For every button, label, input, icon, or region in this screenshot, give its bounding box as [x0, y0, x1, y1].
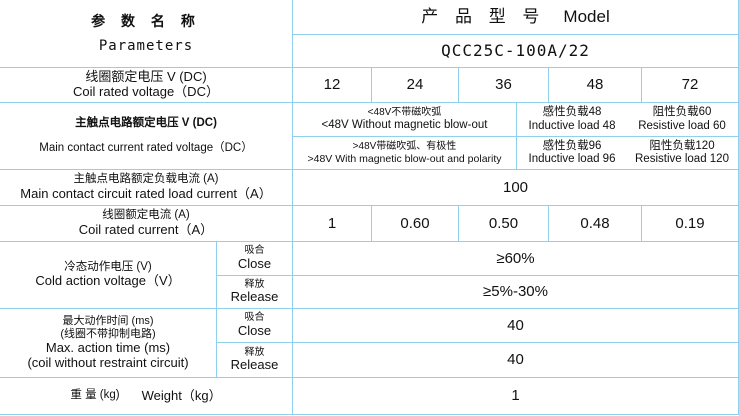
main-voltage-high-desc: >48V带磁吹弧、有极性 >48V With magnetic blow-out…: [292, 136, 517, 170]
weight-value: 1: [292, 377, 739, 415]
cold-release-value: ≥5%-30%: [292, 275, 739, 309]
label-cn: 主触点电路额定负载电流 (A): [73, 173, 219, 186]
label-cn: 冷态动作电压 (V): [64, 260, 152, 273]
load-current-value: 100: [292, 169, 739, 206]
label-cn-note: (线圈不带抑制电路): [60, 328, 156, 341]
label-en-note: (coil without restraint circuit): [27, 354, 189, 370]
coil-voltage-value: 72: [641, 67, 739, 103]
cold-close-label: 吸合 Close: [216, 241, 293, 276]
label-en: Max. action time (ms): [45, 339, 171, 355]
desc-en: >48V With magnetic blow-out and polarity: [307, 152, 502, 165]
coil-current-value: 0.48: [548, 205, 642, 242]
label-en: Coil rated current（A）: [78, 221, 214, 237]
model-cn: 产 品 型 号: [421, 7, 546, 27]
desc-cn: <48V不带磁吹弧: [367, 107, 442, 119]
label-cn: 主触点电路额定电压 V (DC): [75, 116, 217, 129]
coil-current-label: 线圈额定电流 (A) Coil rated current（A）: [0, 205, 293, 242]
coil-current-value: 0.19: [641, 205, 739, 242]
inductive-load-48: 感性负载48 Inductive load 48: [516, 102, 627, 137]
time-release-label: 释放 Release: [216, 342, 293, 378]
res-en: Resistive load 60: [638, 119, 726, 132]
time-close-label: 吸合 Close: [216, 308, 293, 343]
ind-en: Inductive load 48: [528, 119, 616, 132]
release-en: Release: [230, 357, 279, 373]
label-cn: 最大动作时间 (ms): [62, 315, 154, 328]
release-en: Release: [230, 289, 279, 305]
cold-action-label: 冷态动作电压 (V) Cold action voltage（V）: [0, 241, 217, 309]
resistive-load-60: 阻性负载60 Resistive load 60: [626, 102, 739, 137]
desc-cn: >48V带磁吹弧、有极性: [352, 141, 457, 153]
model-value: QCC25C-100A/22: [292, 34, 739, 68]
close-en: Close: [237, 255, 272, 271]
ind-en: Inductive load 96: [528, 153, 616, 165]
close-en: Close: [237, 322, 272, 338]
inductive-load-96: 感性负载96 Inductive load 96: [516, 136, 627, 170]
time-close-value: 40: [292, 308, 739, 343]
label-cn: 线圈额定电压 V (DC): [85, 69, 207, 85]
main-voltage-low-desc: <48V不带磁吹弧 <48V Without magnetic blow-out: [292, 102, 517, 137]
coil-voltage-value: 12: [292, 67, 372, 103]
label-cn: 线圈额定电流 (A): [102, 209, 190, 222]
release-cn: 释放: [244, 346, 265, 358]
time-release-value: 40: [292, 342, 739, 378]
model-en: Model: [563, 7, 610, 27]
label-en: Main contact current rated voltage（DC）: [39, 142, 253, 154]
param-cn: 参 数 名 称: [91, 13, 201, 30]
label-en: Main contact circuit rated load current（…: [20, 185, 272, 201]
close-cn: 吸合: [244, 245, 265, 257]
label-en: Coil rated voltage（DC）: [73, 84, 219, 99]
weight-label: 重 量 (kg) Weight（kg）: [0, 377, 293, 415]
cold-close-value: ≥60%: [292, 241, 739, 276]
release-cn: 释放: [244, 278, 265, 290]
cold-release-label: 释放 Release: [216, 275, 293, 309]
coil-current-value: 1: [292, 205, 372, 242]
coil-voltage-value: 36: [458, 67, 549, 103]
label-en: Cold action voltage（V）: [35, 273, 181, 289]
desc-en: <48V Without magnetic blow-out: [321, 118, 488, 131]
resistive-load-120: 阻性负载120 Resistive load 120: [626, 136, 739, 170]
coil-current-value: 0.50: [458, 205, 549, 242]
ind-cn: 感性负载48: [542, 106, 602, 119]
label-cn: 重 量 (kg): [70, 389, 120, 402]
load-current-label: 主触点电路额定负载电流 (A) Main contact circuit rat…: [0, 169, 293, 206]
coil-voltage-label: 线圈额定电压 V (DC) Coil rated voltage（DC）: [0, 67, 293, 103]
coil-voltage-value: 24: [371, 67, 459, 103]
res-cn: 阻性负载120: [649, 139, 715, 152]
model-header: 产 品 型 号 Model: [292, 0, 739, 35]
close-cn: 吸合: [244, 312, 265, 324]
label-en: Weight（kg）: [141, 387, 222, 403]
res-en: Resistive load 120: [635, 153, 729, 165]
main-voltage-label: 主触点电路额定电压 V (DC) Main contact current ra…: [0, 102, 293, 170]
param-en: Parameters: [98, 37, 194, 54]
coil-current-value: 0.60: [371, 205, 459, 242]
max-time-label: 最大动作时间 (ms) (线圈不带抑制电路) Max. action time …: [0, 308, 217, 378]
coil-voltage-value: 48: [548, 67, 642, 103]
parameters-header: 参 数 名 称 Parameters: [0, 0, 293, 68]
ind-cn: 感性负载96: [542, 139, 602, 152]
res-cn: 阻性负载60: [652, 106, 712, 119]
